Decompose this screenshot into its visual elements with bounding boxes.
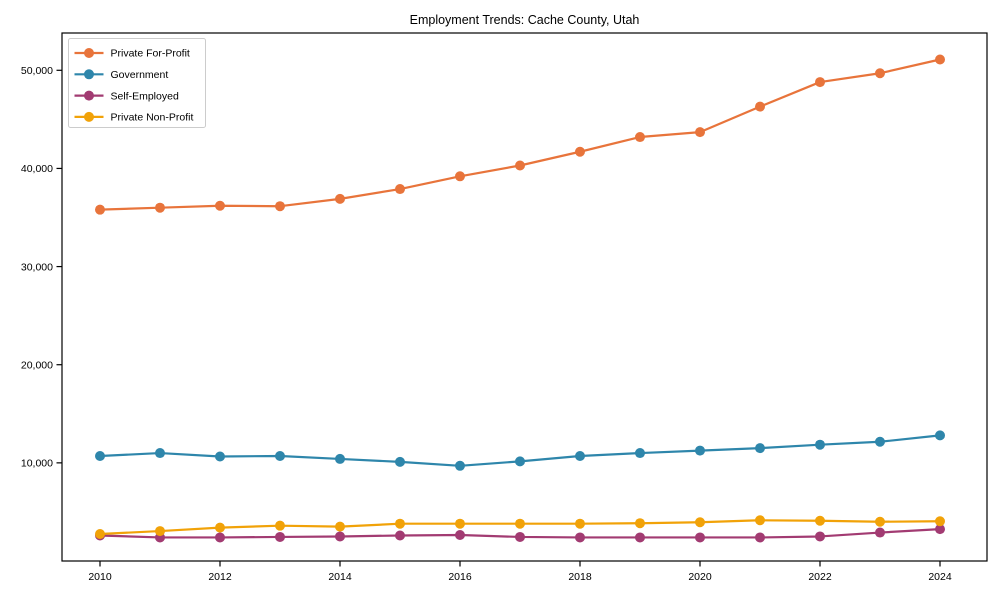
data-point-government-2015: [395, 456, 405, 467]
data-point-government-2011: [155, 448, 165, 459]
legend: Private For-Profit Government Self-Employe…: [68, 38, 206, 128]
data-point-government-2018: [575, 450, 585, 461]
data-point-government-2016: [455, 460, 465, 471]
y-tick-label: 50,000: [21, 65, 53, 77]
data-point-private-for-profit-2017: [515, 160, 525, 171]
data-point-private-non-profit-2021: [755, 515, 765, 526]
data-point-private-non-profit-2017: [515, 518, 525, 529]
data-point-private-non-profit-2023: [875, 516, 885, 527]
data-point-self-employed-2019: [635, 532, 645, 543]
data-point-private-non-profit-2013: [275, 520, 285, 531]
data-point-private-for-profit-2013: [275, 201, 285, 212]
x-tick-label: 2010: [88, 571, 112, 583]
plot-frame: [61, 32, 988, 562]
data-point-private-non-profit-2014: [335, 521, 345, 532]
y-tick-label: 20,000: [21, 359, 53, 371]
x-tick-label: 2012: [208, 571, 232, 583]
data-point-private-for-profit-2023: [875, 68, 885, 79]
data-point-private-non-profit-2016: [455, 518, 465, 529]
data-point-government-2020: [695, 445, 705, 456]
data-point-self-employed-2013: [275, 531, 285, 542]
data-point-private-for-profit-2021: [755, 101, 765, 112]
data-point-private-for-profit-2024: [935, 54, 945, 65]
data-point-government-2013: [275, 450, 285, 461]
data-point-government-2017: [515, 456, 525, 467]
data-point-self-employed-2012: [215, 532, 225, 543]
data-point-self-employed-2020: [695, 532, 705, 543]
y-tick-label: 10,000: [21, 458, 53, 470]
data-point-government-2022: [815, 439, 825, 450]
data-point-self-employed-2016: [455, 529, 465, 540]
legend-marker-dot-government: [84, 69, 94, 80]
data-point-government-2023: [875, 436, 885, 447]
data-point-private-non-profit-2011: [155, 526, 165, 537]
data-point-government-2012: [215, 451, 225, 462]
data-point-self-employed-2022: [815, 531, 825, 542]
legend-marker-dot-private-for-profit: [84, 48, 94, 58]
data-point-self-employed-2023: [875, 527, 885, 538]
data-point-private-for-profit-2022: [815, 77, 825, 88]
data-point-private-non-profit-2019: [635, 518, 645, 529]
data-point-private-for-profit-2020: [695, 127, 705, 138]
data-point-private-for-profit-2011: [155, 202, 165, 213]
y-tick-label: 40,000: [21, 163, 53, 175]
legend-label-self-employed: Self-Employed: [111, 90, 179, 102]
legend-label-private-for-profit: Private For-Profit: [111, 48, 190, 60]
data-point-government-2021: [755, 443, 765, 454]
data-point-self-employed-2014: [335, 531, 345, 542]
data-point-private-non-profit-2012: [215, 522, 225, 533]
chart-title: Employment Trends: Cache County, Utah: [409, 13, 640, 27]
x-tick-label: 2020: [688, 571, 712, 583]
legend-marker-dot-self-employed: [84, 90, 94, 101]
data-point-self-employed-2021: [755, 532, 765, 543]
data-point-private-non-profit-2020: [695, 517, 705, 528]
x-tick-label: 2016: [448, 571, 472, 583]
data-point-private-for-profit-2018: [575, 146, 585, 157]
data-point-government-2014: [335, 453, 345, 464]
data-point-self-employed-2024: [935, 524, 945, 535]
data-point-self-employed-2017: [515, 531, 525, 542]
data-point-private-non-profit-2015: [395, 518, 405, 529]
data-point-private-for-profit-2014: [335, 193, 345, 204]
data-point-self-employed-2015: [395, 530, 405, 541]
x-tick-label: 2022: [808, 571, 832, 583]
data-point-private-non-profit-2024: [935, 516, 945, 527]
data-point-government-2024: [935, 430, 945, 441]
data-point-government-2010: [95, 450, 105, 461]
data-point-private-non-profit-2018: [575, 518, 585, 529]
data-point-government-2019: [635, 448, 645, 459]
legend-label-government: Government: [111, 69, 169, 81]
data-point-private-non-profit-2022: [815, 515, 825, 526]
legend-box: [68, 38, 206, 128]
data-point-private-for-profit-2015: [395, 184, 405, 195]
x-tick-label: 2014: [328, 571, 352, 583]
x-tick-label: 2018: [568, 571, 592, 583]
legend-marker-dot-private-non-profit: [84, 111, 94, 122]
data-point-private-for-profit-2010: [95, 204, 105, 215]
y-tick-label: 30,000: [21, 261, 53, 273]
data-point-private-for-profit-2016: [455, 171, 465, 182]
data-point-private-for-profit-2012: [215, 200, 225, 211]
data-point-private-non-profit-2010: [95, 529, 105, 540]
legend-label-private-non-profit: Private Non-Profit: [111, 112, 194, 124]
data-point-self-employed-2018: [575, 532, 585, 543]
data-point-private-for-profit-2019: [635, 132, 645, 143]
x-tick-label: 2024: [928, 571, 952, 583]
series-line-private-for-profit: [99, 58, 941, 211]
